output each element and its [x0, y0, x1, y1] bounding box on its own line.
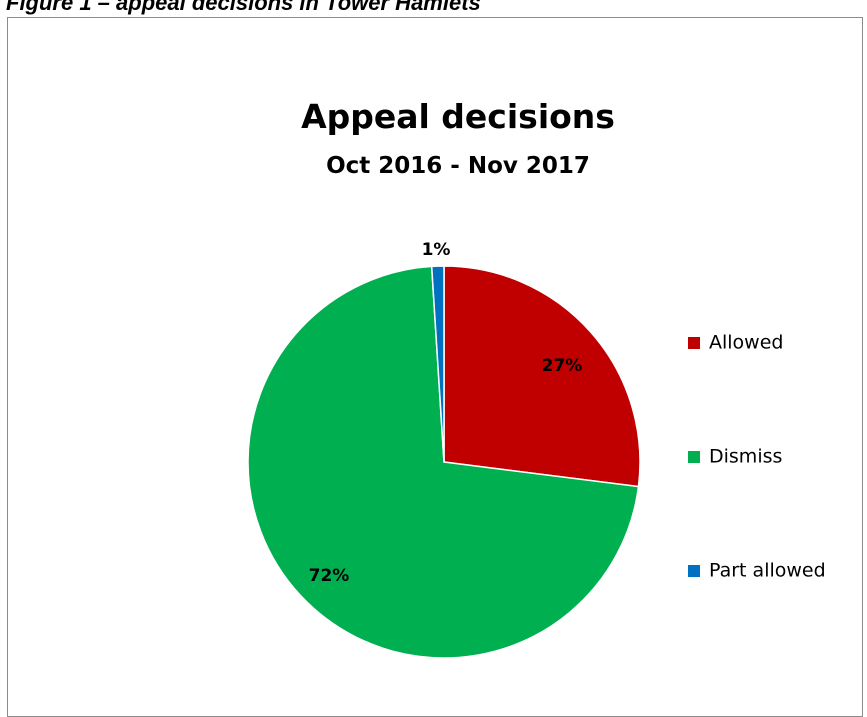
data-label-allowed: 27%: [542, 356, 583, 376]
legend-label-part-allowed: Part allowed: [709, 560, 826, 582]
pie-slices: [247, 265, 641, 659]
legend-swatch-dismiss: [688, 451, 700, 463]
data-labels: 27% 72% 1%: [309, 240, 583, 586]
pie-slice-dismiss: [247, 265, 640, 659]
legend-item-allowed: Allowed: [688, 332, 783, 354]
legend-label-dismiss: Dismiss: [709, 446, 782, 468]
legend-item-dismiss: Dismiss: [688, 446, 782, 468]
pie-slice-part-allowed: [430, 265, 445, 463]
data-label-part-allowed: 1%: [422, 240, 451, 260]
data-label-dismiss: 72%: [309, 566, 350, 586]
legend-label-allowed: Allowed: [709, 332, 783, 354]
legend-item-part-allowed: Part allowed: [688, 560, 826, 582]
chart-subtitle: Oct 2016 - Nov 2017: [326, 153, 590, 179]
chart-title: Appeal decisions: [301, 97, 615, 136]
legend-swatch-allowed: [688, 337, 700, 349]
legend: Allowed Dismiss Part allowed: [688, 332, 826, 582]
legend-swatch-part-allowed: [688, 565, 700, 577]
pie-slice-allowed: [443, 265, 641, 488]
figure-caption: Figure 1 – appeal decisions in Tower Ham…: [6, 0, 481, 15]
